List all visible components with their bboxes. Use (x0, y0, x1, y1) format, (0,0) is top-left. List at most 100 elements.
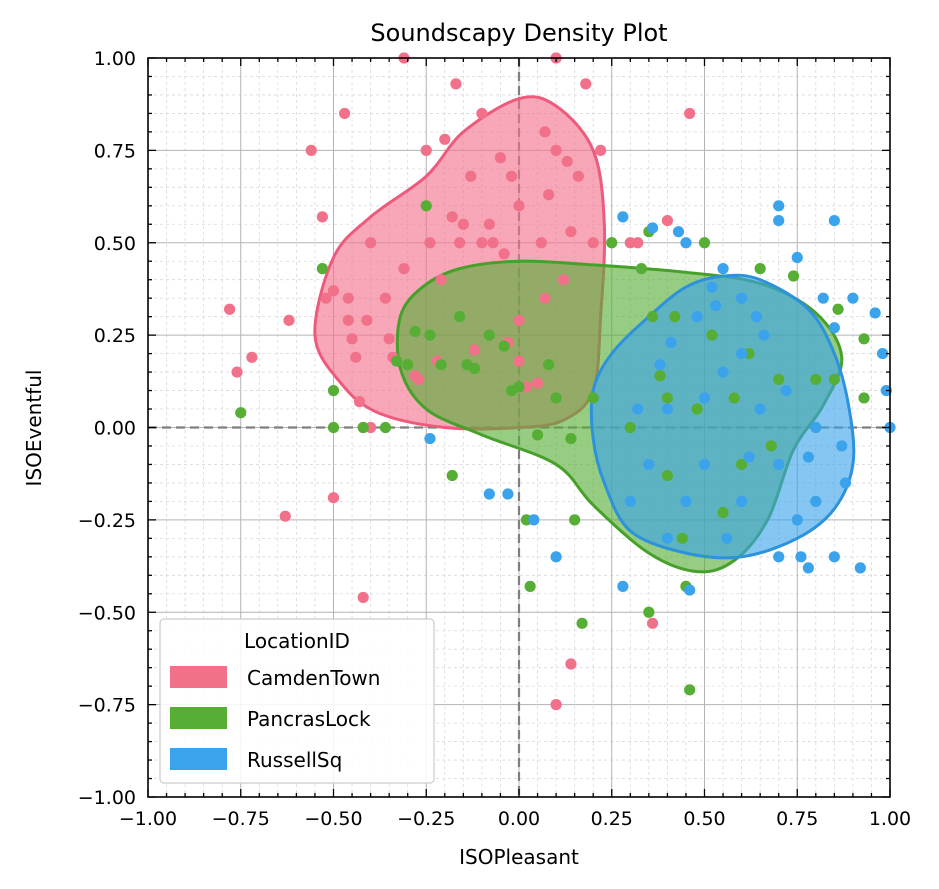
point-pancraslock (531, 429, 544, 441)
y-tick-label: −0.25 (78, 510, 136, 532)
point-russellsq (791, 251, 803, 264)
point-camdentown (379, 292, 392, 304)
legend-title: LocationID (244, 629, 350, 653)
point-russellsq (528, 514, 540, 526)
density-region-russellsq (589, 273, 856, 560)
point-pancraslock (327, 384, 340, 397)
point-camdentown (279, 510, 291, 522)
point-camdentown (531, 377, 544, 389)
point-pancraslock (235, 407, 247, 419)
legend-label-camdentown: CamdenTown (247, 666, 380, 690)
point-pancraslock (646, 311, 659, 323)
y-tick-label: −1.00 (78, 787, 136, 809)
point-russellsq (550, 551, 562, 563)
point-camdentown (565, 226, 577, 238)
point-camdentown (513, 314, 525, 326)
point-camdentown (543, 189, 555, 201)
point-russellsq (717, 366, 729, 378)
x-tick-label: 1.00 (869, 808, 911, 830)
point-pancraslock (606, 237, 618, 249)
point-camdentown (361, 314, 373, 326)
point-camdentown (357, 591, 369, 604)
point-pancraslock (717, 506, 729, 519)
y-tick-labels: −1.00 −0.75 −0.50 −0.25 0.00 0.25 0.50 0.75 1.00 (78, 48, 136, 809)
point-russellsq (773, 214, 785, 227)
point-russellsq (802, 451, 814, 463)
point-russellsq (854, 562, 866, 574)
point-camdentown (476, 107, 488, 120)
point-camdentown (450, 78, 462, 90)
point-russellsq (758, 329, 770, 341)
point-pancraslock (357, 421, 369, 434)
y-tick-label: −0.50 (78, 602, 136, 624)
y-tick-label: 0.75 (94, 140, 136, 162)
point-camdentown (587, 237, 599, 249)
point-camdentown (646, 617, 659, 629)
point-camdentown (231, 366, 243, 378)
point-camdentown (661, 214, 674, 227)
point-pancraslock (736, 458, 748, 471)
point-russellsq (828, 322, 840, 334)
point-camdentown (346, 333, 358, 345)
point-camdentown (550, 144, 562, 156)
point-camdentown (342, 314, 354, 326)
point-pancraslock (698, 237, 711, 249)
point-russellsq (632, 403, 644, 415)
point-pancraslock (327, 421, 340, 434)
point-camdentown (476, 237, 488, 249)
y-tick-label: 0.50 (94, 233, 136, 255)
point-camdentown (513, 200, 525, 212)
point-camdentown (246, 351, 258, 363)
point-pancraslock (858, 392, 870, 404)
point-russellsq (836, 440, 848, 452)
point-pancraslock (409, 325, 421, 338)
point-russellsq (791, 514, 803, 526)
point-pancraslock (513, 381, 525, 393)
point-russellsq (661, 403, 674, 415)
point-pancraslock (483, 329, 495, 341)
legend-swatch-russellsq (170, 748, 227, 770)
point-camdentown (498, 248, 510, 260)
point-pancraslock (498, 340, 510, 352)
point-russellsq (773, 458, 785, 471)
point-russellsq (665, 336, 677, 349)
point-pancraslock (858, 333, 870, 345)
point-pancraslock (706, 329, 718, 341)
point-russellsq (424, 432, 436, 445)
scatter-points (224, 52, 896, 711)
point-camdentown (561, 155, 573, 168)
point-pancraslock (661, 392, 674, 404)
point-camdentown (342, 292, 354, 304)
point-camdentown (424, 237, 436, 249)
point-camdentown (557, 274, 570, 286)
point-russellsq (780, 384, 792, 397)
point-pancraslock (316, 263, 328, 275)
point-camdentown (339, 107, 351, 120)
point-camdentown (283, 314, 295, 326)
point-pancraslock (420, 200, 432, 212)
x-tick-label: −1.00 (119, 808, 177, 830)
point-pancraslock (565, 432, 577, 445)
point-camdentown (327, 285, 340, 297)
point-pancraslock (691, 403, 703, 415)
point-russellsq (817, 292, 829, 304)
point-russellsq (869, 307, 881, 319)
point-russellsq (680, 495, 692, 507)
y-tick-label: 0.25 (94, 325, 136, 347)
point-camdentown (539, 126, 551, 138)
point-pancraslock (402, 359, 414, 371)
point-pancraslock (468, 362, 481, 374)
y-tick-label: 1.00 (94, 48, 136, 70)
legend-label-pancraslock: PancrasLock (247, 707, 371, 731)
point-pancraslock (543, 359, 555, 371)
point-pancraslock (446, 469, 458, 482)
point-pancraslock (832, 303, 844, 315)
x-tick-label: 0.00 (498, 808, 540, 830)
point-pancraslock (379, 421, 392, 434)
point-camdentown (535, 237, 547, 249)
y-axis-label: ISOEventful (22, 370, 46, 487)
point-camdentown (446, 211, 458, 223)
point-camdentown (580, 78, 592, 90)
point-russellsq (717, 263, 729, 275)
